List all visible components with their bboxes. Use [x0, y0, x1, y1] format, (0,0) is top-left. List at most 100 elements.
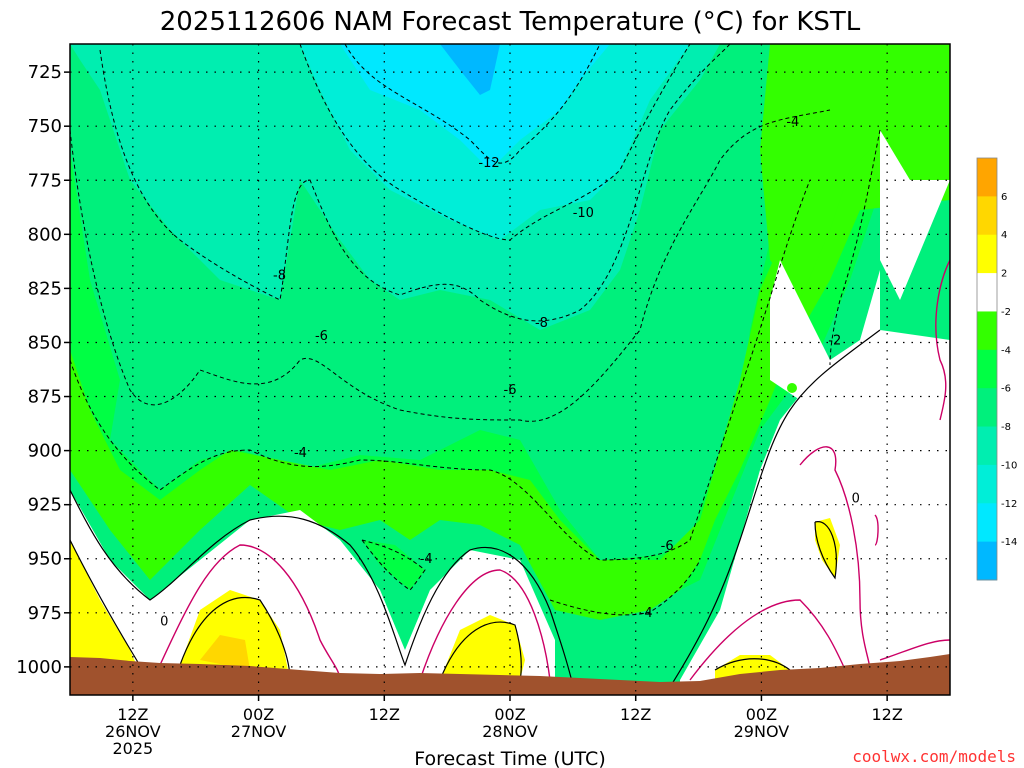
- contour-label: -8: [535, 316, 548, 331]
- colorbar-frame: [976, 157, 998, 581]
- y-tick-label: 975: [28, 603, 62, 624]
- contour-label: -12: [478, 156, 499, 171]
- fill-warm-1: [70, 540, 150, 695]
- contour-label: -10: [573, 206, 594, 221]
- contour-line-minus8-upper: [99, 44, 731, 322]
- chart-title: 2025112606 NAM Forecast Temperature (°C)…: [160, 7, 861, 37]
- colorbar-swatch: [977, 503, 997, 543]
- y-tick-label: 850: [28, 332, 62, 353]
- contour-line-magenta-6: [879, 639, 950, 661]
- contour-label: -4: [420, 552, 433, 567]
- fill-white-band-2: [680, 330, 950, 695]
- contour-line-magenta-3: [689, 599, 851, 681]
- x-tick-label: 00Z: [243, 705, 274, 724]
- contour-line-magenta-7: [874, 514, 879, 546]
- contour-label: -4: [786, 115, 799, 130]
- magenta-contours: [159, 259, 950, 681]
- y-tick-label: 725: [28, 62, 62, 83]
- x-tick-label: 12Z: [117, 705, 148, 724]
- contour-line-magenta-1: [159, 544, 341, 681]
- contour-line-magenta-4: [799, 446, 871, 671]
- colorbar-swatch: [977, 234, 997, 274]
- x-tick-label: 00Z: [494, 705, 525, 724]
- x-tick-label: 12Z: [369, 705, 400, 724]
- contour-line-minus4-island: [361, 539, 426, 591]
- x-tick-date: 29NOV: [734, 722, 790, 741]
- colorbar-tick-label: -6: [1001, 384, 1011, 395]
- y-tick-label: 875: [28, 387, 62, 408]
- contour-labels: -12 -10 -8 -8 -6 -6 -4 -4 -4 -6 -4 -2 0 0: [160, 115, 860, 630]
- colorbar: 6 4 2 -2 -4 -6 -8 -10 -12 -14: [976, 157, 1017, 581]
- contour-line-magenta-5: [935, 259, 950, 421]
- contour-line-warm-2: [70, 521, 837, 691]
- contour-label: -8: [273, 269, 286, 284]
- contour-line-magenta-2: [419, 569, 551, 681]
- y-tick-label: 750: [28, 116, 62, 137]
- colorbar-swatch: [977, 273, 997, 312]
- terrain-ground: [70, 654, 950, 695]
- colorbar-tick-label: -2: [1001, 307, 1011, 318]
- fill-minus12-minus14: [340, 44, 610, 170]
- y-tick-label: 825: [28, 278, 62, 299]
- colorbar-swatch: [977, 464, 997, 504]
- x-tick-label: 12Z: [620, 705, 651, 724]
- fill-warm-5: [815, 518, 840, 578]
- colorbar-tick-label: 2: [1001, 269, 1007, 280]
- x-tick-date: 26NOV: [105, 722, 161, 741]
- colorbar-swatch: [977, 311, 997, 351]
- fill-below-minus14: [440, 44, 500, 95]
- colorbar-swatch: [977, 158, 997, 197]
- contour-label: -6: [315, 329, 328, 344]
- fill-island-2: [787, 383, 797, 393]
- contour-line-zero-right: [664, 329, 881, 695]
- fill-white-upper-right: [880, 130, 950, 300]
- fill-upper-right-minus2: [760, 44, 950, 300]
- plot-area: [70, 44, 950, 695]
- y-axis: 725 750 775 800 825 850 875 900 925 950 975 1000: [16, 62, 70, 678]
- x-tick-label: 12Z: [871, 705, 902, 724]
- colorbar-swatch: [977, 349, 997, 389]
- colorbar-swatch: [977, 388, 997, 428]
- x-tick-label: 00Z: [746, 705, 777, 724]
- colorbar-tick-label: -12: [1001, 499, 1017, 510]
- contour-label: -6: [504, 383, 517, 398]
- contour-line-minus4-lower: [549, 559, 701, 616]
- y-tick-label: 1000: [16, 657, 62, 678]
- colorbar-swatch: [977, 196, 997, 236]
- contour-line-minus2: [829, 129, 881, 366]
- contour-line-minus12: [344, 44, 601, 164]
- contour-label: -4: [640, 606, 653, 621]
- fill-warm-6: [200, 635, 250, 670]
- zero-contours: [70, 329, 881, 695]
- fill-island-1: [362, 540, 425, 590]
- contour-label: 0: [160, 615, 168, 630]
- contour-line-zero-left: [70, 489, 576, 695]
- x-tick-date: 28NOV: [482, 722, 538, 741]
- y-tick-label: 950: [28, 549, 62, 570]
- contour-label: -6: [661, 539, 674, 554]
- contour-line-minus6: [70, 109, 831, 422]
- colorbar-tick-label: 6: [1001, 192, 1007, 203]
- colorbar-tick-label: -14: [1001, 537, 1017, 548]
- negative-contours: [70, 44, 881, 616]
- credit-text[interactable]: coolwx.com/models: [852, 747, 1016, 766]
- x-tick-date: 27NOV: [231, 722, 287, 741]
- fill-white-pocket: [770, 260, 880, 400]
- colorbar-swatch: [977, 541, 997, 581]
- colorbar-tick-label: -8: [1001, 422, 1011, 433]
- fill-warm-3: [440, 615, 525, 680]
- x-tick-year: 2025: [112, 739, 153, 758]
- y-tick-label: 900: [28, 441, 62, 462]
- y-tick-label: 800: [28, 224, 62, 245]
- colorbar-tick-label: 4: [1001, 230, 1007, 241]
- colorbar-tick-label: -10: [1001, 460, 1017, 471]
- y-tick-label: 925: [28, 495, 62, 516]
- contour-label: 0: [852, 491, 860, 506]
- colorbar-tick-label: -4: [1001, 345, 1011, 356]
- colorbar-swatch: [977, 426, 997, 466]
- y-tick-label: 775: [28, 170, 62, 191]
- fill-minus2-minus4: [70, 44, 950, 620]
- contour-line-minus4: [70, 179, 811, 561]
